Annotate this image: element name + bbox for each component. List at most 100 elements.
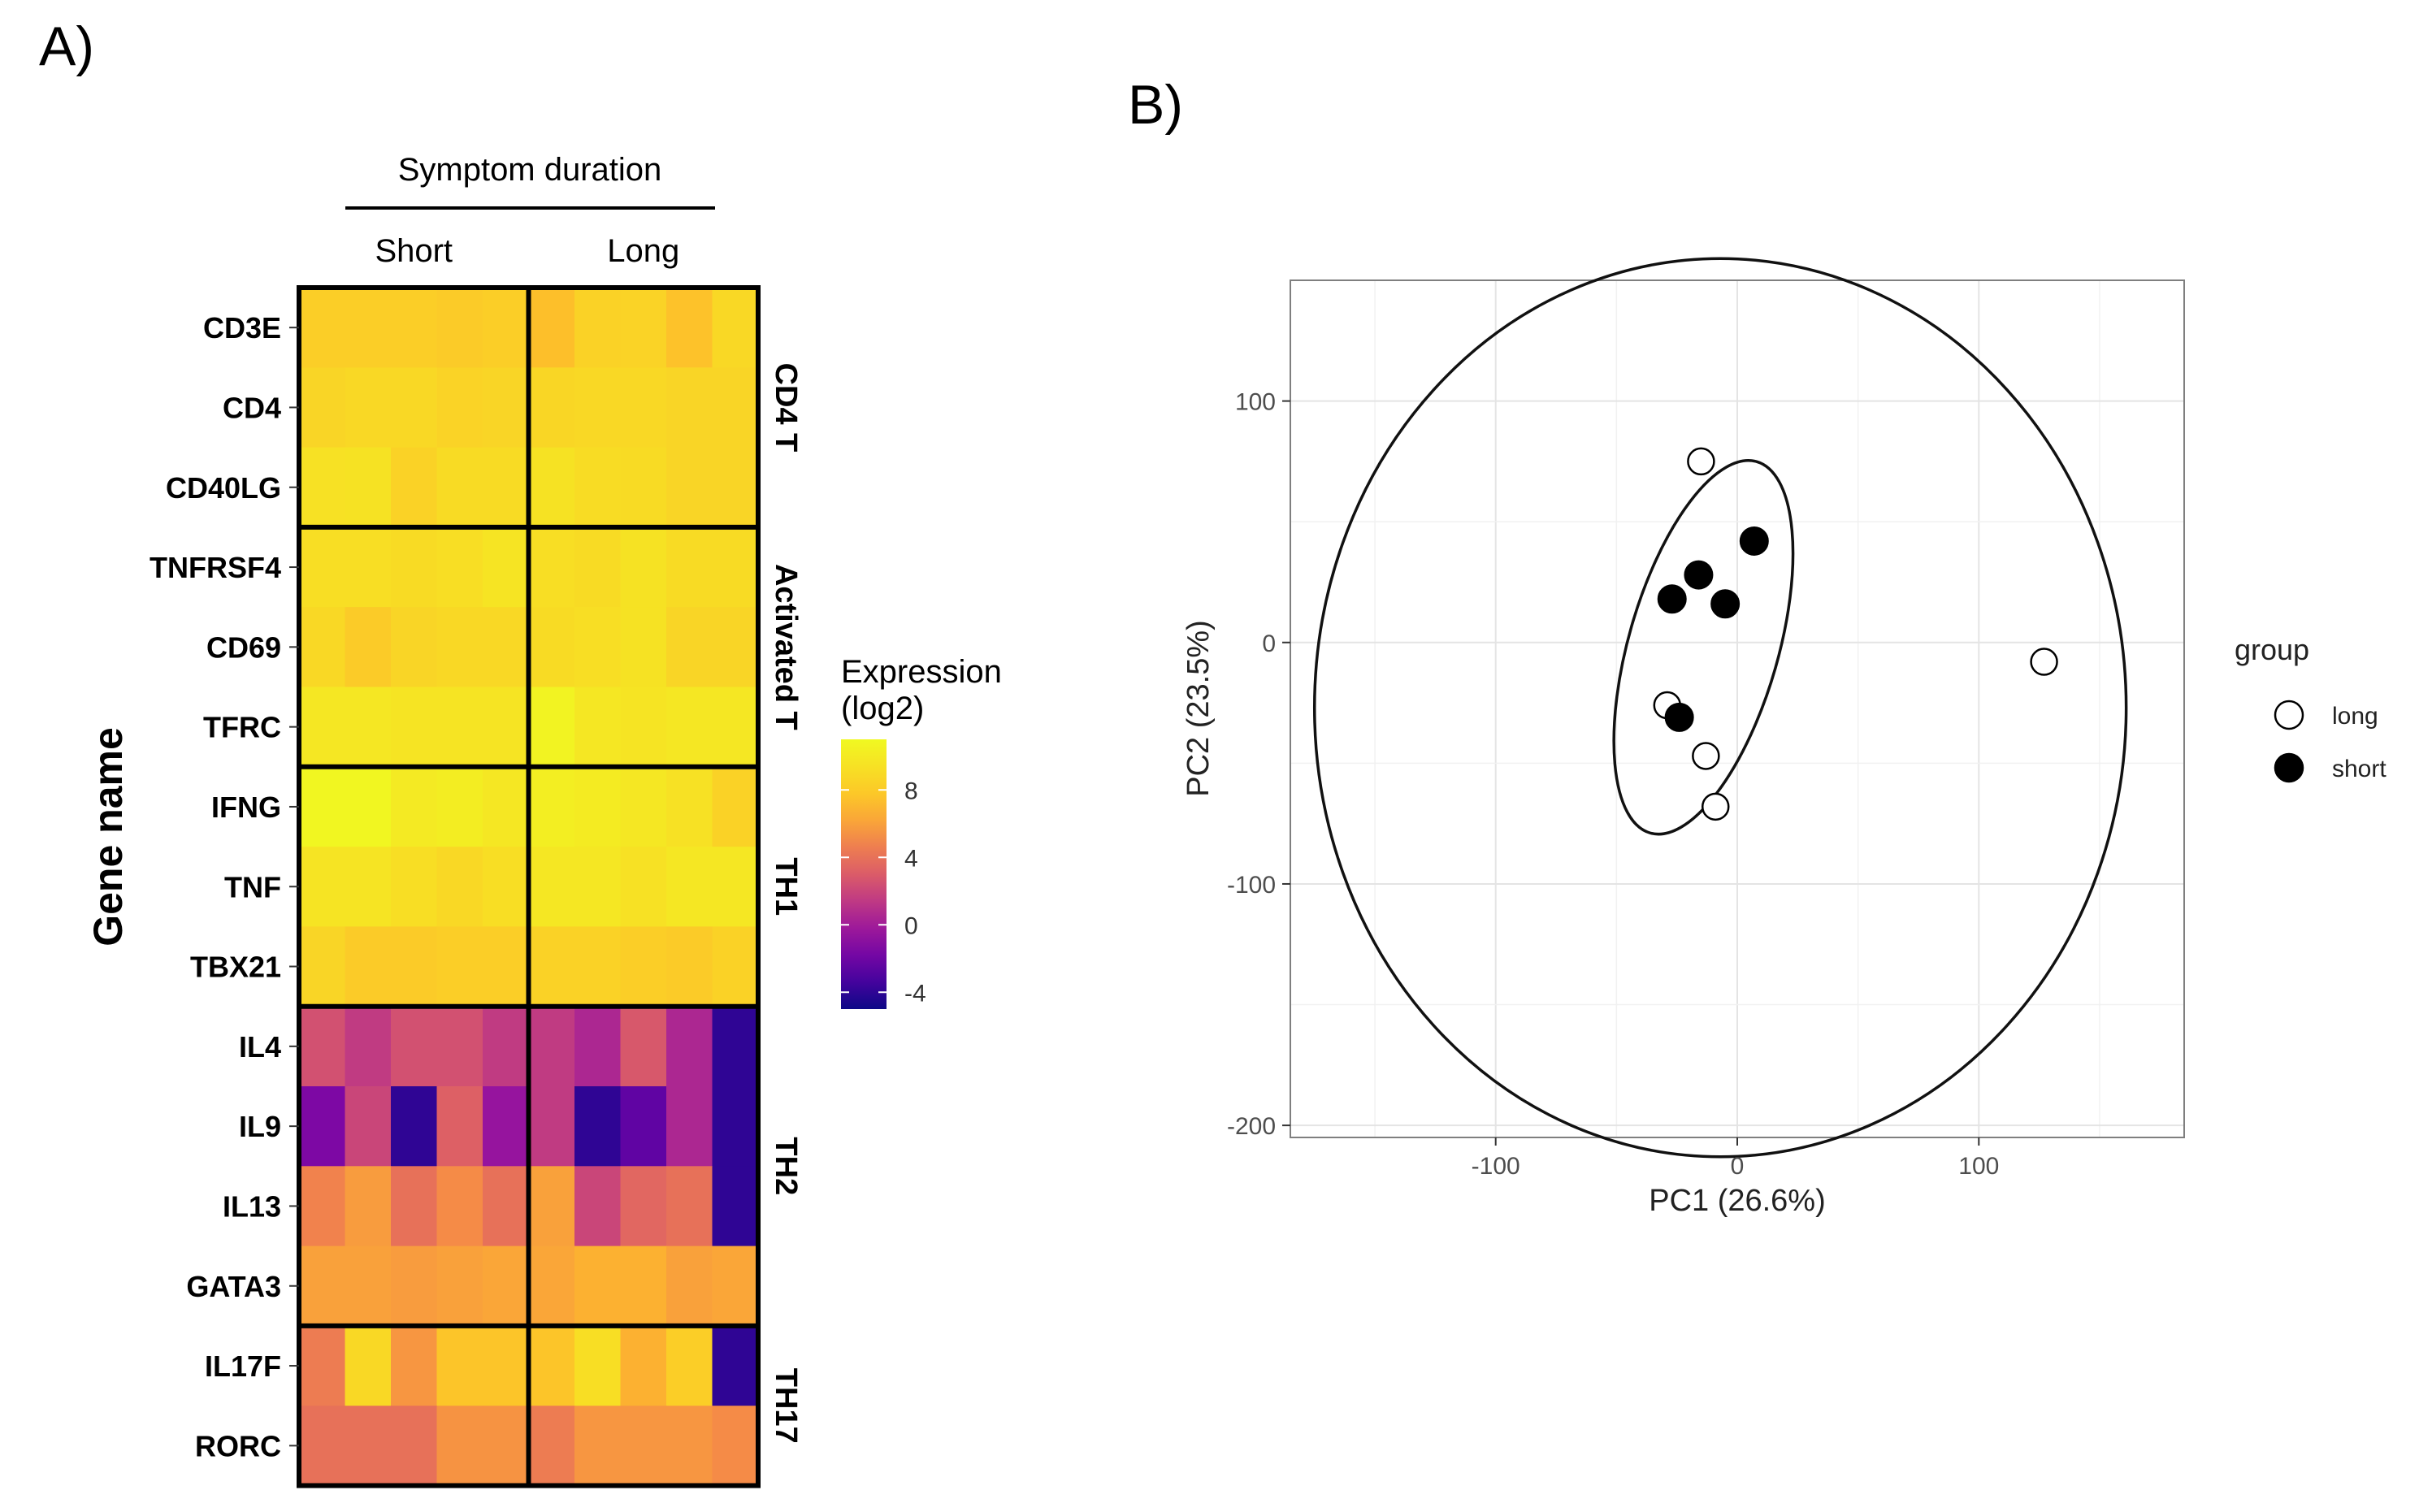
heatmap-cell — [299, 526, 346, 608]
heatmap-cell — [620, 447, 667, 528]
heatmap-cell — [345, 288, 392, 368]
heatmap-cell — [436, 607, 483, 688]
confidence-ellipse — [1312, 257, 2128, 1159]
x-tick-label: 0 — [1731, 1153, 1745, 1180]
row-label: TNFRSF4 — [150, 551, 281, 584]
heatmap-cell — [712, 288, 759, 368]
heatmap-cell — [574, 1325, 622, 1406]
heatmap-cell — [712, 687, 759, 768]
heatmap-cell — [391, 1086, 438, 1167]
heatmap-cell — [436, 1006, 483, 1087]
heatmap-cell — [574, 687, 622, 768]
heatmap-cell — [436, 288, 483, 368]
heatmap-cell — [528, 288, 575, 368]
heatmap-cell — [436, 926, 483, 1007]
heatmap-cell — [666, 1166, 713, 1247]
heatmap-cell — [391, 1406, 438, 1487]
heatmap-cell — [345, 766, 392, 847]
y-tick-label: 100 — [1235, 389, 1276, 416]
heatmap-cell — [483, 447, 530, 528]
heatmap-cell — [712, 1166, 759, 1247]
heatmap-cell — [528, 1325, 575, 1406]
heatmap-cell — [391, 526, 438, 608]
heatmap-cell — [666, 687, 713, 768]
heatmap-cell — [436, 1166, 483, 1247]
point-long — [1701, 792, 1730, 821]
heatmap-cell — [299, 447, 346, 528]
colorbar-tick-label: 4 — [904, 845, 918, 872]
heatmap-cell — [666, 1006, 713, 1087]
heatmap-cell — [436, 1325, 483, 1406]
heatmap-cell — [391, 847, 438, 927]
heatmap-row-group-labels: CD4 T Activated T TH1 TH2 TH17 — [769, 363, 803, 1444]
heatmap-cell — [666, 1325, 713, 1406]
heatmap-column-group-labels: Short Long — [375, 233, 679, 269]
row-label: CD3E — [203, 311, 281, 344]
heatmap-cell — [712, 1246, 759, 1327]
heatmap-cell — [345, 1246, 392, 1327]
heatmap-cell — [528, 1246, 575, 1327]
heatmap-cell — [345, 847, 392, 927]
heatmap-cell — [345, 1006, 392, 1087]
row-label: TFRC — [203, 711, 281, 744]
point-short — [1664, 702, 1694, 732]
heatmap-cell — [299, 687, 346, 768]
heatmap-cell — [436, 447, 483, 528]
heatmap-cell — [666, 288, 713, 368]
heatmap-cell — [574, 607, 622, 688]
heatmap-cell — [483, 526, 530, 608]
heatmap-cell — [345, 1325, 392, 1406]
point-long — [1692, 742, 1720, 770]
heatmap-cell — [483, 766, 530, 847]
row-label: CD4 — [223, 391, 281, 424]
row-group-label: Activated T — [769, 564, 803, 730]
heatmap-cell — [528, 367, 575, 448]
heatmap-cell — [574, 526, 622, 608]
row-label: IL17F — [205, 1350, 281, 1383]
heatmap-cell — [345, 926, 392, 1007]
heatmap-cell — [345, 1086, 392, 1167]
heatmap-cell — [483, 607, 530, 688]
heatmap-cell — [666, 1246, 713, 1327]
heatmap-cell — [666, 447, 713, 528]
pca-ellipses — [1312, 257, 2128, 1159]
heatmap-cell — [345, 1166, 392, 1247]
point-long — [1687, 447, 1715, 476]
heatmap-cell — [528, 847, 575, 927]
heatmap-cell — [574, 288, 622, 368]
heatmap-cell — [620, 607, 667, 688]
heatmap-cell — [712, 766, 759, 847]
colorbar-title-line1: Expression — [841, 654, 1002, 690]
row-label: IFNG — [211, 791, 281, 824]
heatmap-cell — [620, 526, 667, 608]
heatmap-cell — [483, 687, 530, 768]
heatmap-cell — [483, 1086, 530, 1167]
heatmap-cell — [620, 1086, 667, 1167]
heatmap-cell — [299, 367, 346, 448]
heatmap-cell — [712, 1325, 759, 1406]
heatmap-cell — [712, 1006, 759, 1087]
colorbar-title-line2: (log2) — [841, 691, 924, 726]
heatmap-cell — [528, 447, 575, 528]
heatmap-cell — [391, 766, 438, 847]
heatmap-cell — [620, 1166, 667, 1247]
heatmap-cell — [574, 1006, 622, 1087]
panel-a-label: A) — [39, 15, 94, 77]
heatmap-cell — [391, 367, 438, 448]
x-tick-label: -100 — [1472, 1153, 1520, 1180]
heatmap-cell — [666, 1086, 713, 1167]
colorbar-tick-label: -4 — [904, 980, 926, 1007]
heatmap-cell — [299, 288, 346, 368]
heatmap-cell — [345, 526, 392, 608]
heatmap-cell — [528, 687, 575, 768]
heatmap-cell — [391, 447, 438, 528]
row-label: TNF — [224, 870, 281, 903]
legend-items: long short — [2274, 700, 2386, 783]
heatmap-cell — [574, 766, 622, 847]
heatmap-cell — [620, 1325, 667, 1406]
heatmap-cell — [299, 1086, 346, 1167]
heatmap-cell — [436, 526, 483, 608]
heatmap-cell — [574, 847, 622, 927]
row-group-label: CD4 T — [769, 363, 803, 453]
heatmap-cell — [620, 687, 667, 768]
